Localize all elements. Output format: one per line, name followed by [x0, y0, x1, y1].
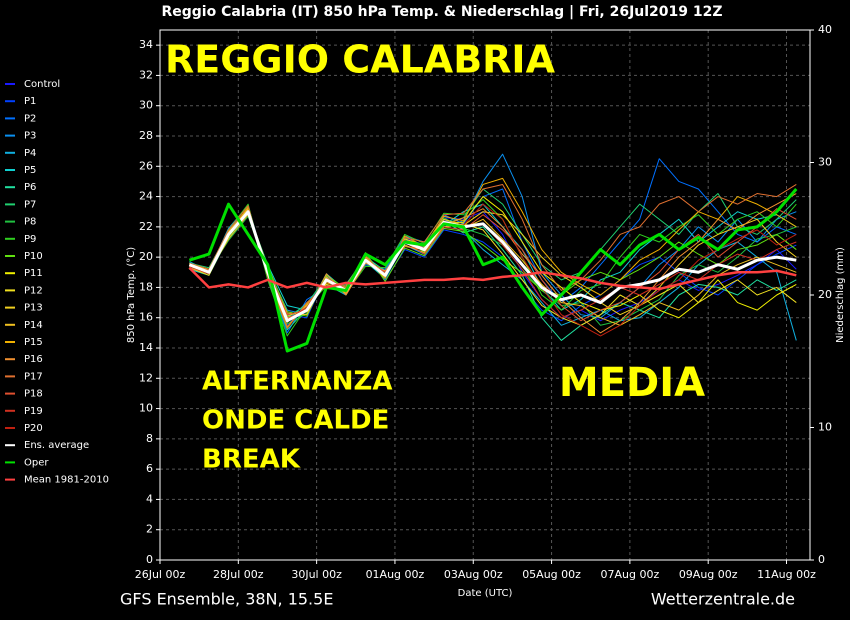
- annotation: BREAK: [202, 445, 301, 475]
- legend-label: P4: [24, 148, 36, 159]
- y-tick-label: 2: [146, 523, 153, 536]
- x-tick-label: 26Jul 00z: [135, 568, 186, 581]
- y-axis-label: 850 hPa Temp. (°C): [126, 247, 137, 343]
- x-axis-label: Date (UTC): [458, 588, 513, 599]
- y-tick-label: 22: [139, 220, 153, 233]
- y-tick-label: 24: [139, 190, 153, 203]
- x-tick-label: 30Jul 00z: [291, 568, 342, 581]
- y-tick-label: 12: [139, 371, 153, 384]
- footer-left: GFS Ensemble, 38N, 15.5E: [120, 590, 333, 609]
- x-tick-label: 11Aug 00z: [757, 568, 816, 581]
- x-tick-label: 01Aug 00z: [366, 568, 425, 581]
- series-line: [189, 177, 797, 328]
- annotation: ALTERNANZA: [202, 367, 393, 397]
- x-tick-label: 09Aug 00z: [679, 568, 738, 581]
- legend-label: Oper: [24, 457, 49, 468]
- series-line: [189, 183, 797, 329]
- y2-tick-label: 30: [818, 156, 832, 169]
- legend-label: P3: [24, 131, 36, 142]
- series-line: [189, 212, 797, 326]
- plot-frame: [159, 29, 811, 561]
- legend-label: P12: [24, 285, 43, 296]
- y-tick-label: 20: [139, 250, 153, 263]
- x-tick-label: 03Aug 00z: [444, 568, 503, 581]
- legend-label: P7: [24, 199, 36, 210]
- legend-label: P10: [24, 251, 43, 262]
- y2-tick-label: 10: [818, 421, 832, 434]
- legend-label: P20: [24, 423, 43, 434]
- y-tick-label: 0: [146, 553, 153, 566]
- series-line: [189, 215, 797, 326]
- x-tick-label: 07Aug 00z: [601, 568, 660, 581]
- series-line: [189, 158, 797, 334]
- y-tick-label: 8: [146, 432, 153, 445]
- annotation: MEDIA: [559, 360, 705, 406]
- y-tick-label: 34: [139, 38, 153, 51]
- y-tick-label: 16: [139, 311, 153, 324]
- series-line: [188, 210, 797, 323]
- series-line: [189, 211, 797, 317]
- y-tick-label: 10: [139, 402, 153, 415]
- legend-label: P16: [24, 354, 43, 365]
- legend-label: P1: [24, 96, 36, 107]
- footer-right: Wetterzentrale.de: [651, 590, 795, 609]
- y-tick-label: 30: [139, 99, 153, 112]
- y2-tick-label: 20: [818, 288, 832, 301]
- legend-label: P19: [24, 406, 43, 417]
- legend-label: P8: [24, 217, 36, 228]
- legend-label: P14: [24, 320, 43, 331]
- series-line: [189, 153, 797, 319]
- y-tick-label: 26: [139, 159, 153, 172]
- y-tick-label: 6: [146, 462, 153, 475]
- y-tick-label: 4: [146, 492, 153, 505]
- y2-axis-label: Niederschlag (mm): [835, 247, 846, 343]
- legend-label: P9: [24, 234, 36, 245]
- series-line: [189, 199, 797, 337]
- legend-label: P2: [24, 113, 36, 124]
- series-line: [189, 193, 797, 334]
- annotation: REGGIO CALABRIA: [165, 38, 556, 82]
- annotation: ONDE CALDE: [202, 406, 389, 436]
- y-tick-label: 28: [139, 129, 153, 142]
- y2-tick-label: 0: [818, 553, 825, 566]
- y2-tick-label: 40: [818, 23, 832, 36]
- legend-label: P18: [24, 389, 43, 400]
- series-line: [189, 208, 797, 322]
- legend-label: P11: [24, 268, 43, 279]
- series-line: [188, 188, 798, 353]
- y-tick-label: 18: [139, 280, 153, 293]
- series-line: [189, 211, 797, 341]
- legend-label: P17: [24, 371, 43, 382]
- x-tick-label: 05Aug 00z: [522, 568, 581, 581]
- legend-label: P6: [24, 182, 36, 193]
- y-tick-label: 32: [139, 68, 153, 81]
- x-tick-label: 28Jul 00z: [213, 568, 264, 581]
- legend-label: P5: [24, 165, 36, 176]
- chart-title: Reggio Calabria (IT) 850 hPa Temp. & Nie…: [161, 4, 722, 20]
- y-tick-label: 14: [139, 341, 153, 354]
- series-line: [188, 266, 797, 291]
- legend-label: Ens. average: [24, 440, 89, 451]
- legend-label: P13: [24, 303, 43, 314]
- legend-label: P15: [24, 337, 43, 348]
- legend-label: Mean 1981-2010: [24, 475, 109, 486]
- legend-label: Control: [24, 79, 60, 90]
